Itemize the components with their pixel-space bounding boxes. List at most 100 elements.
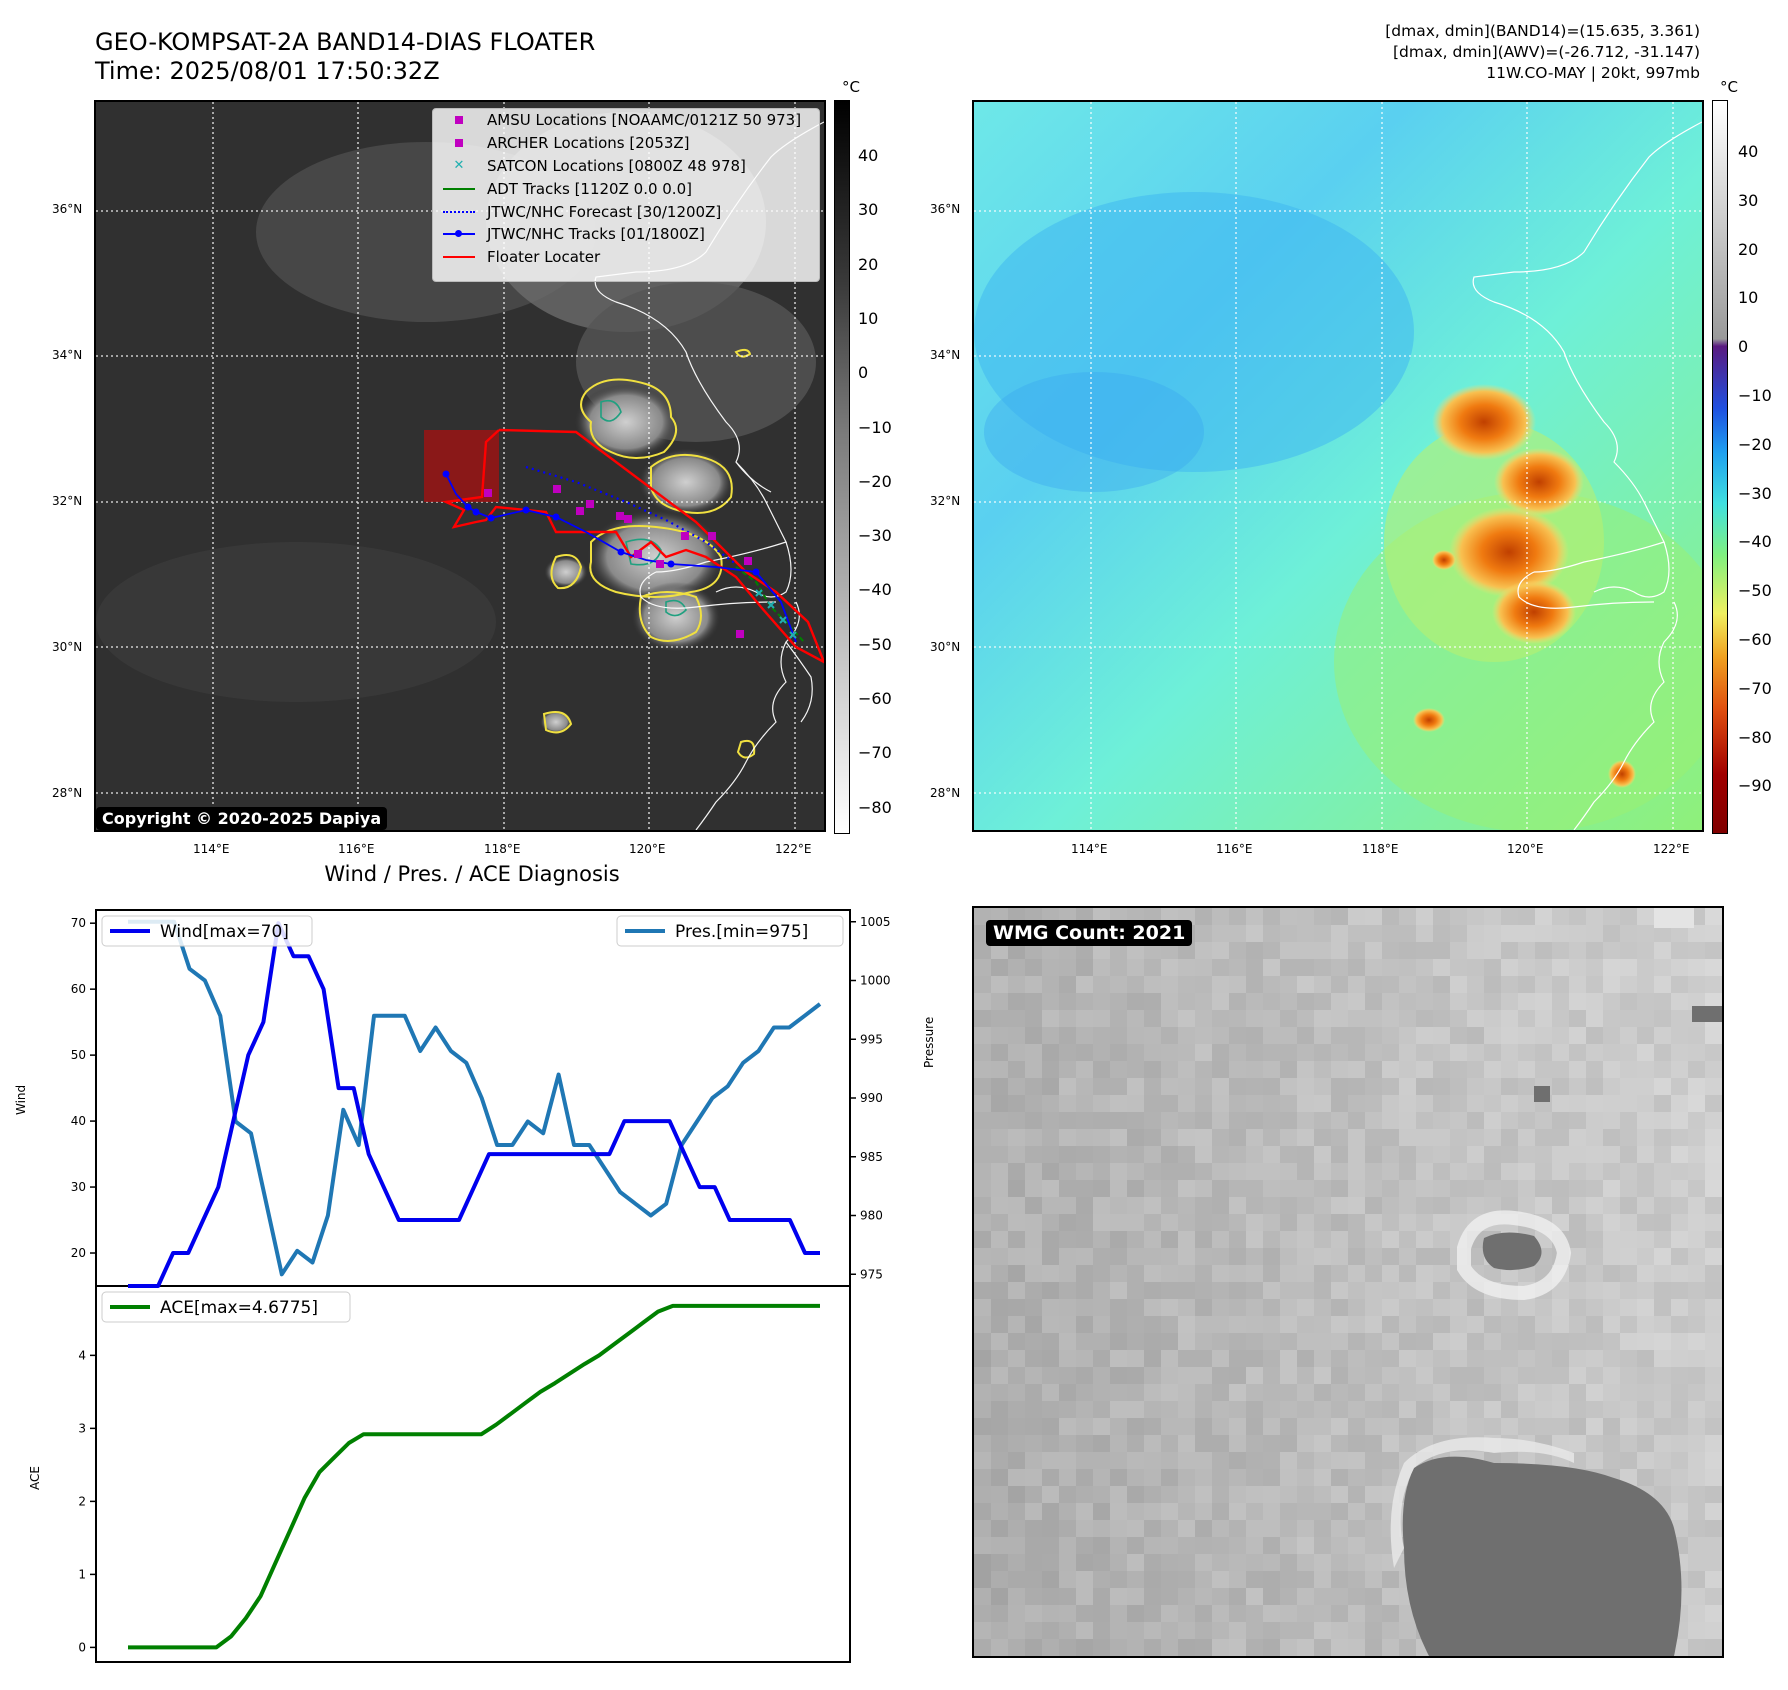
- dmax-band14: [dmax, dmin](BAND14)=(15.635, 3.361): [1385, 22, 1700, 40]
- colorbar-tick: −70: [1738, 678, 1772, 698]
- storm-info: 11W.CO-MAY | 20kt, 997mb: [1486, 64, 1700, 82]
- lat-tick: 30°N: [52, 640, 83, 654]
- wind-legend-box: [101, 915, 313, 947]
- ace-tick-label: 4: [78, 1348, 86, 1362]
- pressure-tick-label: 985: [860, 1150, 883, 1164]
- colorbar-tick: 10: [858, 308, 879, 328]
- colorbar-tick: −50: [858, 634, 892, 654]
- colorbar-unit-left: °C: [842, 78, 860, 96]
- diagnosis-chart: 20 30 40 50 60 70 975 980 985 990 995 1000 1005 0 1 2 3 4…: [71, 909, 891, 1663]
- pressure-line: [128, 919, 822, 1277]
- legend-item-satcon: ✕ SATCON Locations [0800Z 48 978]: [453, 156, 746, 175]
- wind-pressure-axes: [95, 909, 851, 1287]
- lat-tick: 28°N: [52, 786, 83, 800]
- figure-time: Time: 2025/08/01 17:50:32Z: [95, 57, 440, 85]
- colorbar-tick: −80: [858, 797, 892, 817]
- wind-axis-label: Wind: [14, 1084, 28, 1115]
- colorbar-unit-right: °C: [1720, 78, 1738, 96]
- colorbar-tick: −20: [858, 471, 892, 491]
- colorbar-tick: 20: [1738, 239, 1759, 259]
- pressure-tick-label: 975: [860, 1267, 883, 1281]
- colorbar-tick: 0: [858, 363, 869, 383]
- copyright-badge: Copyright © 2020-2025 Dapiya: [96, 807, 388, 830]
- colorbar-tick: −10: [858, 417, 892, 437]
- pressure-axis-label: Pressure: [922, 1016, 936, 1068]
- colorbar-tick: −60: [1738, 630, 1772, 649]
- ace-legend-label: ACE[max=4.6775]: [160, 1298, 318, 1318]
- colorbar-tick: 30: [1738, 190, 1759, 210]
- colorbar-tick: −40: [858, 580, 892, 600]
- colorbar-left: [834, 100, 850, 834]
- lat-tick: 36°N: [930, 202, 961, 216]
- figure-title: GEO-KOMPSAT-2A BAND14-DIAS FLOATER: [95, 28, 596, 56]
- legend-item-amsu: AMSU Locations [NOAAMC/0121Z 50 973]: [433, 109, 819, 132]
- pressure-tick-label: 980: [860, 1209, 883, 1223]
- pressure-tick-label: 1005: [860, 915, 891, 929]
- legend-item-tracks: JTWC/NHC Tracks [01/1800Z]: [433, 223, 819, 246]
- lat-tick: 36°N: [52, 202, 83, 216]
- colorbar-tick: 0: [1738, 337, 1749, 357]
- ace-tick-label: 0: [78, 1640, 86, 1654]
- pressure-tick-label: 990: [860, 1091, 883, 1105]
- ace-legend-box: [101, 1291, 351, 1323]
- band14-map: AMSU Locations [NOAAMC/0121Z 50 973] ARC…: [94, 100, 826, 832]
- colorbar-tick: −80: [1738, 727, 1772, 747]
- wind-tick-label: 40: [71, 1114, 86, 1128]
- ace-tick-label: 1: [78, 1567, 86, 1581]
- pressure-legend-label: Pres.[min=975]: [675, 922, 808, 942]
- wind-tick-label: 50: [71, 1048, 86, 1062]
- ace-tick-label: 3: [78, 1421, 86, 1435]
- wind-line: [128, 921, 820, 1288]
- legend-item-adt: ADT Tracks [1120Z 0.0 0.0]: [433, 177, 819, 200]
- wmg-panel: WMG Count: 2021: [972, 906, 1724, 1658]
- legend-item-archer: ARCHER Locations [2053Z]: [433, 132, 819, 155]
- awv-map: [972, 100, 1704, 832]
- lon-tick: 122°E: [775, 842, 812, 856]
- lat-tick: 34°N: [52, 348, 83, 362]
- colorbar-tick: −30: [1738, 483, 1772, 503]
- pressure-tick-label: 1000: [860, 974, 891, 988]
- lat-tick: 30°N: [930, 640, 961, 654]
- lat-tick: 28°N: [930, 786, 961, 800]
- wind-tick-label: 20: [71, 1246, 86, 1260]
- colorbar-tick: 40: [858, 146, 879, 165]
- dmax-awv: [dmax, dmin](AWV)=(-26.712, -31.147): [1393, 43, 1700, 61]
- lon-tick: 122°E: [1653, 842, 1690, 856]
- colorbar-tick: 20: [858, 254, 879, 274]
- colorbar-tick: −10: [1738, 386, 1772, 405]
- wind-tick-label: 70: [71, 916, 86, 930]
- colorbar-tick: 30: [858, 200, 879, 220]
- pressure-tick-label: 995: [860, 1032, 883, 1046]
- colorbar-tick: −30: [858, 526, 892, 546]
- lon-tick: 118°E: [484, 842, 521, 856]
- lon-tick: 114°E: [193, 842, 230, 856]
- legend-item-floater: Floater Locater: [433, 246, 819, 269]
- colorbar-tick: −60: [858, 689, 892, 708]
- diagnosis-title: Wind / Pres. / ACE Diagnosis: [324, 862, 620, 886]
- legend-item-forecast: JTWC/NHC Forecast [30/1200Z]: [433, 200, 819, 223]
- ace-axes: [95, 1285, 851, 1663]
- ace-tick-label: 2: [78, 1494, 86, 1508]
- lon-tick: 120°E: [1507, 842, 1544, 856]
- lat-tick: 32°N: [930, 494, 961, 508]
- colorbar-tick: 40: [1738, 142, 1759, 161]
- colorbar-tick: −50: [1738, 581, 1772, 601]
- lon-tick: 114°E: [1071, 842, 1108, 856]
- lat-tick: 32°N: [52, 494, 83, 508]
- wind-tick-label: 30: [71, 1180, 86, 1194]
- lon-tick: 116°E: [338, 842, 375, 856]
- colorbar-tick: −70: [858, 743, 892, 763]
- map-legend: AMSU Locations [NOAAMC/0121Z 50 973] ARC…: [432, 108, 820, 282]
- lon-tick: 120°E: [629, 842, 666, 856]
- pressure-legend-box: [616, 915, 844, 947]
- lat-tick: 34°N: [930, 348, 961, 362]
- colorbar-tick: −40: [1738, 532, 1772, 552]
- colorbar-tick: 10: [1738, 288, 1759, 308]
- wmg-count-badge: WMG Count: 2021: [986, 920, 1193, 946]
- wind-legend-label: Wind[max=70]: [160, 922, 289, 942]
- lon-tick: 116°E: [1216, 842, 1253, 856]
- colorbar-right: [1712, 100, 1728, 834]
- colorbar-tick: −90: [1738, 776, 1772, 796]
- lon-tick: 118°E: [1362, 842, 1399, 856]
- wind-tick-label: 60: [71, 982, 86, 996]
